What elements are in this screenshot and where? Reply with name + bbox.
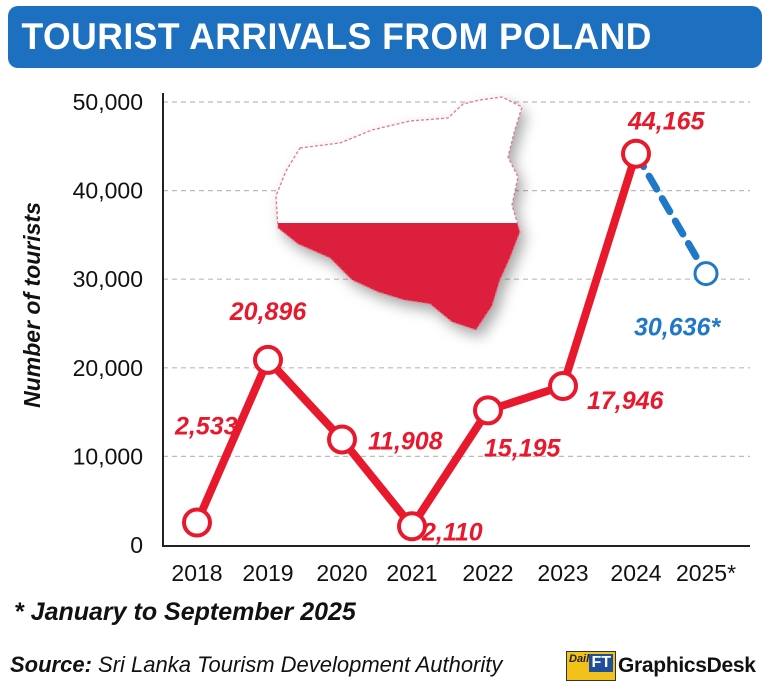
x-tick-label: 2024	[610, 560, 661, 586]
x-tick-label: 2018	[171, 560, 222, 586]
logo-mark-small: Daily	[569, 653, 596, 665]
source-text: Sri Lanka Tourism Development Authority	[98, 652, 503, 677]
data-label: 2,110	[421, 518, 483, 546]
source-line: Source: Sri Lanka Tourism Development Au…	[10, 652, 502, 678]
y-tick-label: 50,000	[73, 89, 143, 115]
footnote: * January to September 2025	[14, 598, 356, 626]
y-tick-labels: 0 10,000 20,000 30,000 40,000 50,000	[73, 89, 143, 558]
data-point	[182, 507, 212, 538]
x-tick-labels: 2018 2019 2020 2021 2022 2023 2024 2025*	[171, 560, 736, 586]
x-tick-label: 2022	[462, 560, 513, 586]
data-label: 17,946	[587, 387, 665, 415]
data-label: 11,908	[368, 427, 443, 455]
data-point	[327, 424, 357, 455]
title-bar: TOURIST ARRIVALS FROM POLAND	[8, 6, 762, 68]
y-tick-label: 0	[130, 532, 143, 558]
x-tick-label: 2025*	[676, 560, 736, 586]
grid	[163, 101, 750, 457]
data-label: 44,165	[627, 108, 706, 136]
x-tick-label: 2019	[242, 560, 293, 586]
x-tick-label: 2023	[537, 560, 588, 586]
data-point	[397, 511, 427, 542]
data-label: 15,195	[484, 434, 562, 462]
data-label: 20,896	[229, 298, 308, 326]
chart-title: TOURIST ARRIVALS FROM POLAND	[21, 16, 652, 57]
chart: 0 10,000 20,000 30,000 40,000 50,000 2018 2019…	[19, 89, 750, 586]
graphicsdesk-logo: Daily FT GraphicsDesk	[566, 651, 756, 681]
source-label: Source:	[10, 652, 92, 677]
data-point	[693, 261, 719, 287]
data-point	[621, 138, 651, 169]
logo-mark-big: FT	[589, 654, 613, 672]
data-points	[182, 138, 719, 542]
data-point	[253, 344, 283, 375]
data-label: 30,636*	[634, 314, 721, 342]
y-tick-label: 20,000	[73, 355, 143, 381]
provisional-series-line	[632, 150, 710, 278]
y-tick-label: 10,000	[73, 443, 143, 469]
data-label: 2,533	[174, 413, 238, 441]
logo-text: GraphicsDesk	[618, 654, 756, 677]
data-point	[473, 395, 503, 426]
data-labels: 2,533 20,896 11,908 2,110 15,195 17,946 44,165…	[174, 108, 721, 547]
x-tick-label: 2020	[316, 560, 367, 586]
y-tick-label: 40,000	[73, 178, 143, 204]
y-axis-label: Number of tourists	[19, 202, 45, 408]
dailyft-logo-mark: Daily FT	[566, 651, 616, 681]
x-tick-label: 2021	[386, 560, 437, 586]
data-point	[548, 370, 578, 401]
y-tick-label: 30,000	[73, 266, 143, 292]
